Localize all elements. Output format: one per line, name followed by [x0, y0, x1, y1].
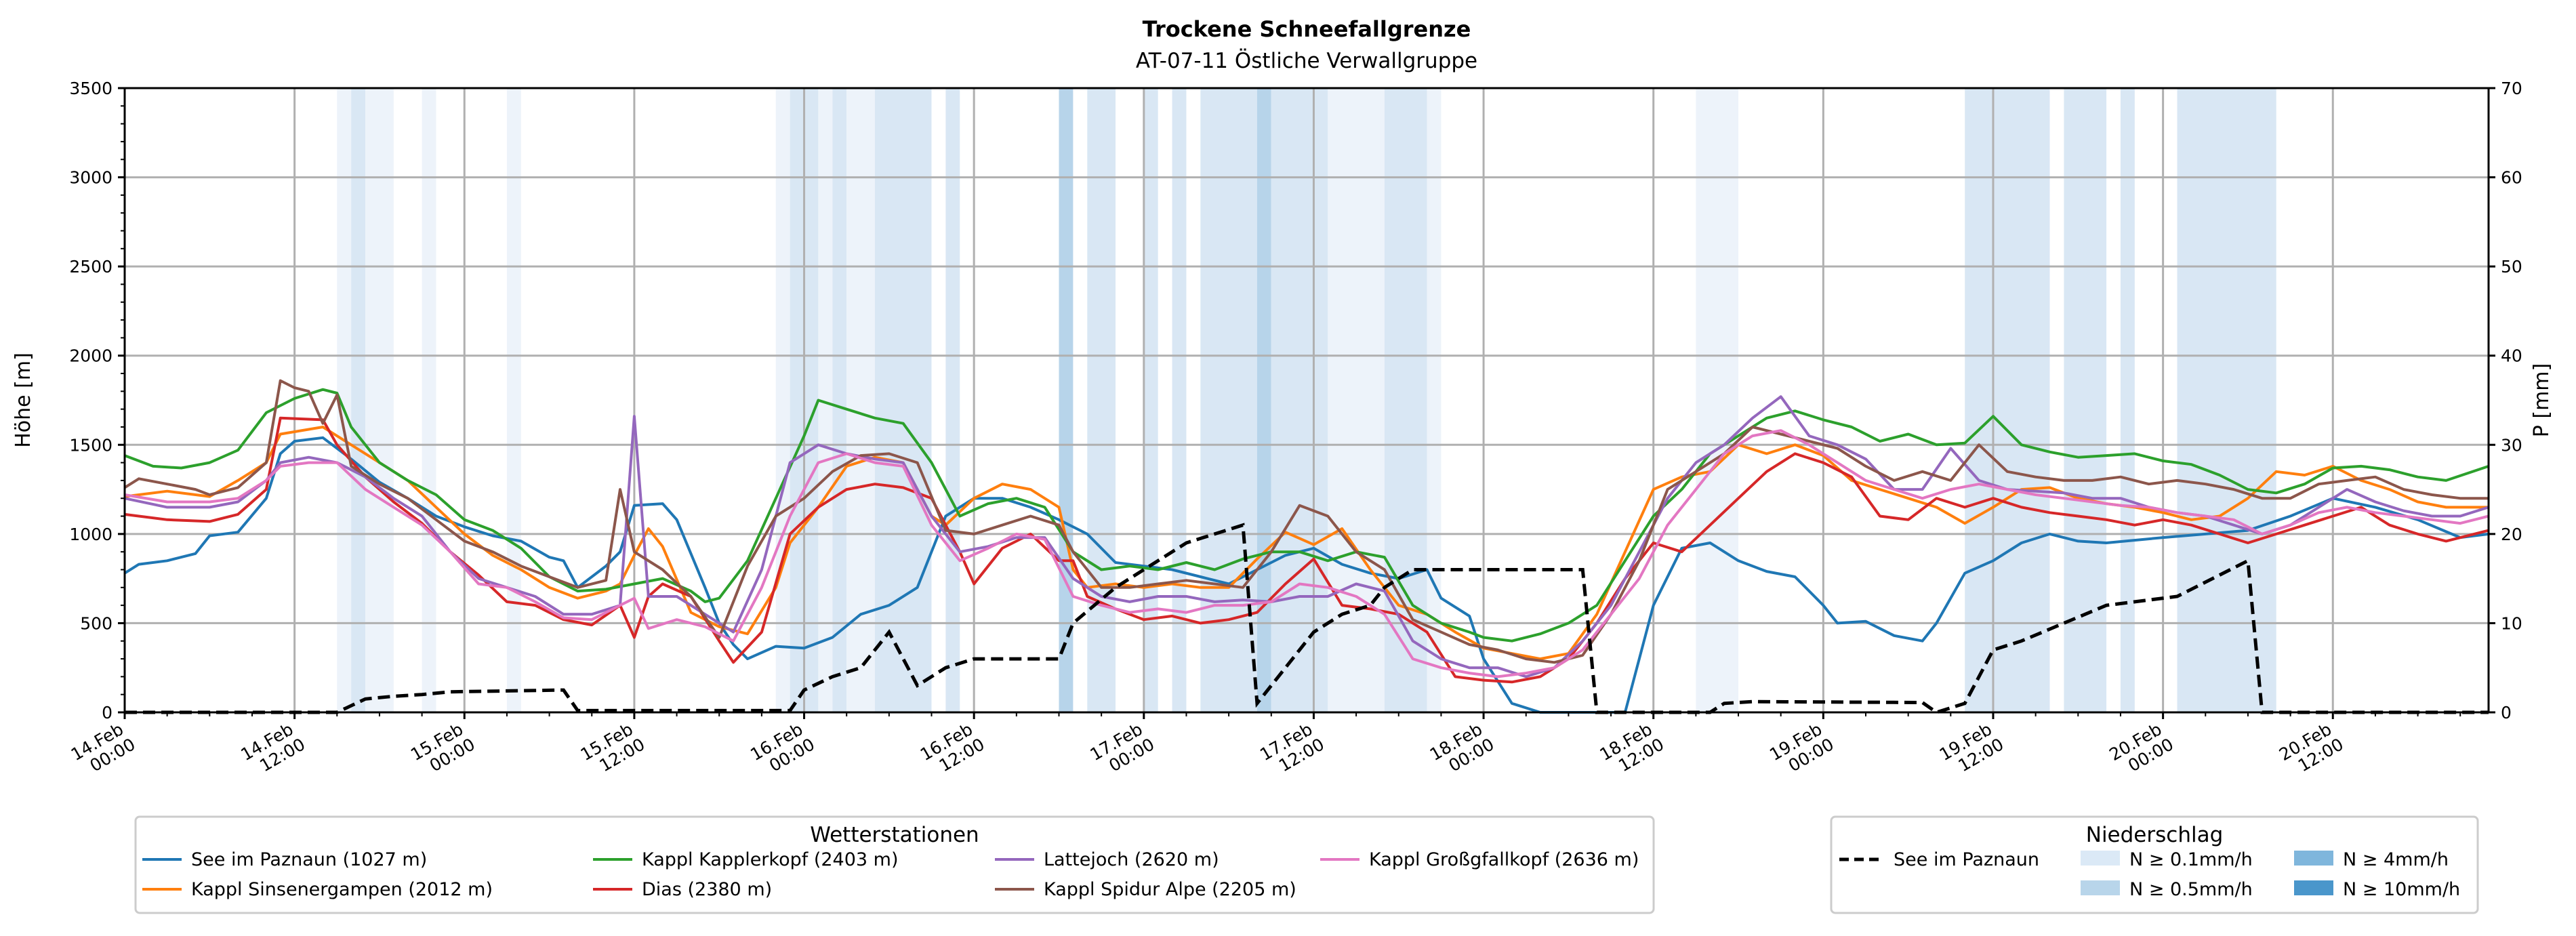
chart-title: Trockene Schneefallgrenze [1143, 16, 1471, 42]
precip-band [2177, 88, 2276, 712]
y-tick-label: 3500 [69, 79, 113, 98]
legend-precip-level-label: N ≥ 10mm/h [2343, 879, 2460, 900]
precip-band [1271, 88, 1328, 712]
y-tick-label: 2000 [69, 346, 113, 366]
legend-precip-swatch [2294, 880, 2333, 895]
y-axis-label-right: P [mm] [2530, 363, 2554, 437]
precip-band [818, 88, 833, 712]
precip-band [1256, 88, 1271, 712]
precip-band [337, 88, 352, 712]
legend-stations-title: Wetterstationen [810, 823, 979, 847]
precip-band [1965, 88, 2050, 712]
legend-stations-box [134, 815, 1655, 914]
legend-precip-level-label: N ≥ 0.1mm/h [2129, 849, 2253, 870]
precip-band [1200, 88, 1257, 712]
legend-precip: Niederschlag See im Paznaun N ≥ 0.1mm/h N ≥… [1830, 815, 2479, 914]
legend-precip-level-label: N ≥ 4mm/h [2343, 849, 2449, 870]
precip-band [1696, 88, 1739, 712]
series-line [123, 436, 2489, 714]
legend-precip-swatch [2081, 851, 2120, 866]
legend-stations: Wetterstationen See im Paznaun (1027 m) Ka… [134, 815, 1655, 914]
legend-precip-swatch [2081, 880, 2120, 895]
y-right-tick-label: 30 [2501, 435, 2522, 455]
series-line [124, 395, 2489, 678]
precip-band [1087, 88, 1116, 712]
chart-subtitle: AT-07-11 Östliche Verwallgruppe [1136, 48, 1477, 73]
y-tick-label: 1500 [69, 435, 113, 455]
y-tick-label: 500 [80, 613, 113, 633]
precip-band [846, 88, 875, 712]
legend-precip-title: Niederschlag [2086, 823, 2224, 847]
precip-band [1059, 88, 1074, 712]
legend-label: Kappl Spidur Alpe (2205 m) [1044, 879, 1296, 900]
legend-label: Dias (2380 m) [642, 879, 772, 900]
precip-band [1328, 88, 1385, 712]
precip-band [1143, 88, 1158, 712]
precip-band [874, 88, 932, 712]
precip-band [1172, 88, 1187, 712]
precip-band [1427, 88, 1442, 712]
series-line [124, 429, 2489, 678]
titles: Trockene Schneefallgrenze AT-07-11 Östli… [12, 16, 2554, 448]
legend-label: Kappl Kapplerkopf (2403 m) [642, 849, 899, 870]
precip-line-group [125, 523, 2489, 714]
precip-cumulative-line [125, 523, 2489, 714]
y-right-tick-label: 40 [2501, 346, 2522, 366]
station-series [123, 379, 2489, 714]
precip-band [422, 88, 436, 712]
precip-band [506, 88, 521, 712]
y-right-tick-label: 50 [2501, 257, 2522, 277]
precip-band [945, 88, 960, 712]
precip-band [365, 88, 394, 712]
precip-band [775, 88, 790, 712]
y-tick-label: 2500 [69, 257, 113, 277]
plot-frame [123, 87, 2490, 714]
legend-label: Kappl Sinsenergampen (2012 m) [191, 879, 493, 900]
y-right-tick-label: 20 [2501, 525, 2522, 544]
y-tick-label: 0 [102, 703, 113, 723]
y-tick-label: 1000 [69, 525, 113, 544]
legend-precip-line-label: See im Paznaun [1894, 849, 2039, 870]
precip-bands [337, 88, 2276, 712]
legend-label: Lattejoch (2620 m) [1044, 849, 1219, 870]
series-line [123, 379, 2489, 664]
y-right-tick-label: 60 [2501, 168, 2522, 188]
y-tick-label: 3000 [69, 168, 113, 188]
legend-label: See im Paznaun (1027 m) [191, 849, 427, 870]
legend-precip-swatch [2294, 851, 2333, 866]
y-right-tick-label: 10 [2501, 613, 2522, 633]
precip-band [832, 88, 847, 712]
precip-band [351, 88, 366, 712]
y-right-tick-label: 0 [2501, 703, 2512, 723]
legend-precip-level-label: N ≥ 0.5mm/h [2129, 879, 2253, 900]
y-axis-label: Höhe [m] [12, 352, 35, 448]
y-right-tick-label: 70 [2501, 79, 2522, 98]
precip-band [2120, 88, 2135, 712]
legend-label: Kappl Großgfallkopf (2636 m) [1369, 849, 1639, 870]
series-line [124, 416, 2489, 684]
